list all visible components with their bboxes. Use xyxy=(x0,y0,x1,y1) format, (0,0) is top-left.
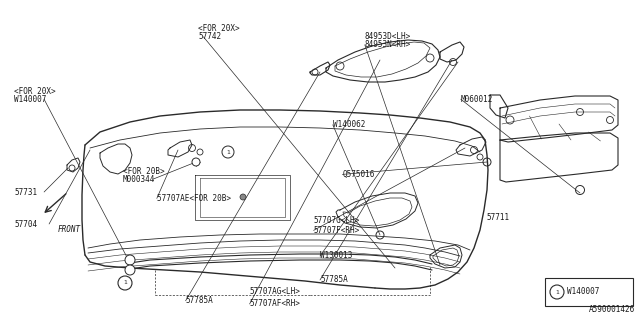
Text: 57707AE<FOR 20B>: 57707AE<FOR 20B> xyxy=(157,194,231,203)
Text: 57707F<RH>: 57707F<RH> xyxy=(314,226,360,235)
Text: 1: 1 xyxy=(123,281,127,285)
Text: 57711: 57711 xyxy=(486,213,509,222)
Text: 57785A: 57785A xyxy=(186,296,213,305)
Circle shape xyxy=(125,255,135,265)
Circle shape xyxy=(192,158,200,166)
Circle shape xyxy=(222,146,234,158)
Text: W130013: W130013 xyxy=(320,252,353,260)
Text: <FOR 20X>: <FOR 20X> xyxy=(198,24,240,33)
Text: 57731: 57731 xyxy=(14,188,37,196)
Text: M060012: M060012 xyxy=(461,95,493,104)
Circle shape xyxy=(240,194,246,200)
Text: Q575016: Q575016 xyxy=(342,170,375,179)
Text: 57707AF<RH>: 57707AF<RH> xyxy=(250,300,300,308)
Circle shape xyxy=(118,276,132,290)
Text: 84953N<RH>: 84953N<RH> xyxy=(365,40,411,49)
Text: A590001426: A590001426 xyxy=(589,305,635,314)
Circle shape xyxy=(550,285,564,299)
Text: 57785A: 57785A xyxy=(320,276,348,284)
Text: 57704: 57704 xyxy=(14,220,37,228)
Bar xyxy=(545,278,633,306)
Text: W140007: W140007 xyxy=(567,287,600,297)
Text: FRONT: FRONT xyxy=(58,225,81,234)
Text: <FOR 20X>: <FOR 20X> xyxy=(14,87,56,96)
Text: W140007: W140007 xyxy=(14,95,47,104)
Text: 57742: 57742 xyxy=(198,32,221,41)
Text: 1: 1 xyxy=(555,290,559,294)
Circle shape xyxy=(125,265,135,275)
Text: W140062: W140062 xyxy=(333,120,365,129)
Text: <FOR 20B>: <FOR 20B> xyxy=(123,167,164,176)
Text: 1: 1 xyxy=(226,149,230,155)
Text: 57707AG<LH>: 57707AG<LH> xyxy=(250,287,300,296)
Text: M000344: M000344 xyxy=(123,175,156,184)
Text: 84953D<LH>: 84953D<LH> xyxy=(365,32,411,41)
Text: 57707G<LH>: 57707G<LH> xyxy=(314,216,360,225)
